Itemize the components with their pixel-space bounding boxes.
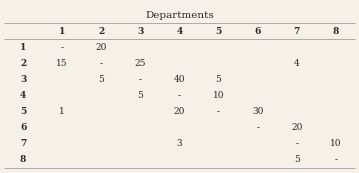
Text: -: - <box>295 139 298 148</box>
Text: 5: 5 <box>137 91 143 100</box>
Text: 7: 7 <box>20 139 26 148</box>
Text: 4: 4 <box>294 59 300 68</box>
Text: 8: 8 <box>20 155 26 164</box>
Text: 5: 5 <box>216 75 222 84</box>
Text: -: - <box>256 123 259 132</box>
Text: 30: 30 <box>252 107 264 116</box>
Text: 3: 3 <box>20 75 26 84</box>
Text: -: - <box>178 91 181 100</box>
Text: Departments: Departments <box>145 11 214 20</box>
Text: 1: 1 <box>59 26 65 36</box>
Text: 10: 10 <box>213 91 224 100</box>
Text: -: - <box>139 75 142 84</box>
Text: 20: 20 <box>291 123 303 132</box>
Text: 15: 15 <box>56 59 68 68</box>
Text: -: - <box>217 107 220 116</box>
Text: 8: 8 <box>333 26 339 36</box>
Text: 7: 7 <box>294 26 300 36</box>
Text: 5: 5 <box>98 75 104 84</box>
Text: 5: 5 <box>294 155 300 164</box>
Text: -: - <box>61 43 64 52</box>
Text: 25: 25 <box>135 59 146 68</box>
Text: 1: 1 <box>20 43 26 52</box>
Text: 20: 20 <box>95 43 107 52</box>
Text: 5: 5 <box>20 107 26 116</box>
Text: 2: 2 <box>98 26 104 36</box>
Text: 5: 5 <box>215 26 222 36</box>
Text: 4: 4 <box>20 91 26 100</box>
Text: 6: 6 <box>20 123 26 132</box>
Text: -: - <box>334 155 337 164</box>
Text: 3: 3 <box>137 26 144 36</box>
Text: 4: 4 <box>176 26 183 36</box>
Text: 3: 3 <box>177 139 182 148</box>
Text: 40: 40 <box>174 75 185 84</box>
Text: 2: 2 <box>20 59 26 68</box>
Text: 1: 1 <box>59 107 65 116</box>
Text: 20: 20 <box>174 107 185 116</box>
Text: -: - <box>100 59 103 68</box>
Text: 6: 6 <box>255 26 261 36</box>
Text: 10: 10 <box>330 139 342 148</box>
